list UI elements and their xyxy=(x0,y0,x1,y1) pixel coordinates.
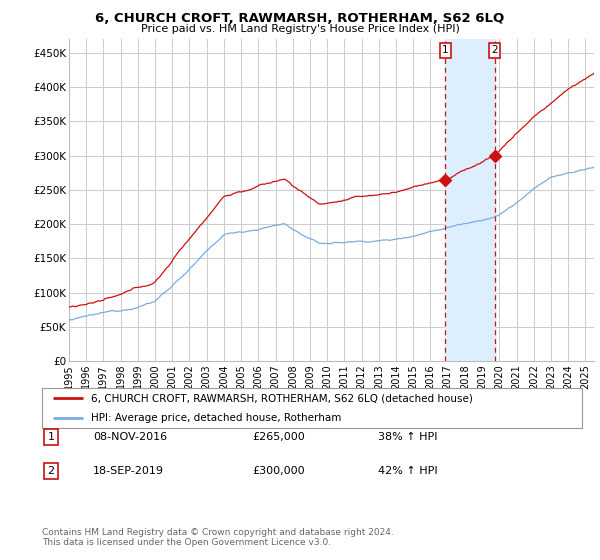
Text: 1: 1 xyxy=(47,432,55,442)
Text: 42% ↑ HPI: 42% ↑ HPI xyxy=(378,466,437,476)
Bar xyxy=(445,39,494,361)
Text: Contains HM Land Registry data © Crown copyright and database right 2024.
This d: Contains HM Land Registry data © Crown c… xyxy=(42,528,394,547)
Text: £300,000: £300,000 xyxy=(252,466,305,476)
Text: 2: 2 xyxy=(47,466,55,476)
Text: 38% ↑ HPI: 38% ↑ HPI xyxy=(378,432,437,442)
Text: 1: 1 xyxy=(442,45,449,55)
Text: 18-SEP-2019: 18-SEP-2019 xyxy=(93,466,164,476)
Text: 6, CHURCH CROFT, RAWMARSH, ROTHERHAM, S62 6LQ (detached house): 6, CHURCH CROFT, RAWMARSH, ROTHERHAM, S6… xyxy=(91,393,472,403)
Text: Price paid vs. HM Land Registry's House Price Index (HPI): Price paid vs. HM Land Registry's House … xyxy=(140,24,460,34)
Text: 08-NOV-2016: 08-NOV-2016 xyxy=(93,432,167,442)
Text: £265,000: £265,000 xyxy=(252,432,305,442)
Text: HPI: Average price, detached house, Rotherham: HPI: Average price, detached house, Roth… xyxy=(91,413,341,423)
Text: 6, CHURCH CROFT, RAWMARSH, ROTHERHAM, S62 6LQ: 6, CHURCH CROFT, RAWMARSH, ROTHERHAM, S6… xyxy=(95,12,505,25)
Text: 2: 2 xyxy=(491,45,498,55)
